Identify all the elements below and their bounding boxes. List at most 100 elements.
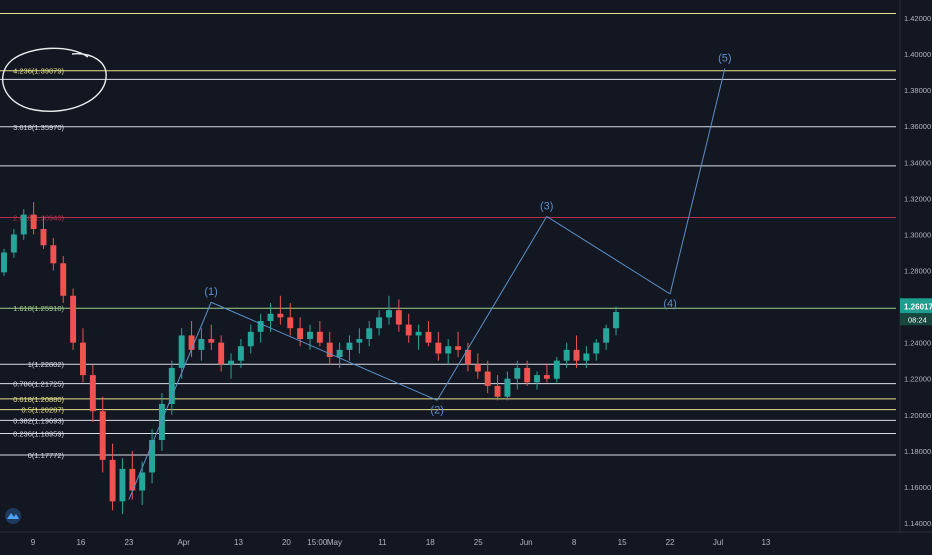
wave-segment: [436, 216, 548, 401]
candle-body: [99, 411, 106, 460]
fib-level-label: 3.618(1.35970): [13, 123, 64, 132]
candle-body: [50, 245, 57, 264]
candle-body: [228, 360, 234, 365]
candle-body: [168, 367, 175, 404]
candle-body: [514, 367, 521, 379]
candle-body: [583, 353, 590, 361]
candle-body: [573, 349, 580, 361]
candle-body: [60, 263, 67, 296]
fib-level-labels: 4.236(1.39079) 3.618(1.35970) 2.618(1.3094…: [13, 67, 64, 460]
candle-body: [366, 328, 373, 340]
candle-body: [208, 339, 215, 343]
candle-body: [247, 331, 254, 347]
candle-body: [30, 214, 37, 230]
candle-body: [158, 403, 165, 441]
candle-body: [464, 349, 471, 365]
candle-body: [80, 342, 86, 376]
candle-body: [356, 339, 363, 343]
time-tick-label: 8: [572, 538, 577, 547]
candle-body: [178, 335, 185, 368]
countdown-tag: [900, 313, 932, 326]
candle-body: [346, 342, 353, 350]
price-tick-label: 1.36000: [904, 122, 931, 131]
candle-body: [139, 472, 146, 491]
time-tick-label: 13: [234, 538, 243, 547]
wave-label: (2): [430, 404, 443, 416]
time-tick-label: 23: [124, 538, 133, 547]
price-tick-label: 1.28000: [904, 267, 931, 276]
candle-body: [89, 375, 96, 412]
candle-body: [188, 335, 195, 350]
candle-body: [307, 331, 313, 340]
time-tick-label: 11: [378, 538, 387, 547]
candle-body: [543, 375, 550, 379]
fib-level-label: 0(1.17772): [28, 451, 65, 460]
candle-body: [455, 346, 462, 350]
fib-level-label: 0.786(1.21725): [13, 380, 64, 389]
wave-segment: [128, 302, 212, 500]
candles: [1, 201, 619, 514]
price-tick-label: 1.34000: [904, 158, 931, 167]
hand-drawn-circle: [2, 47, 107, 112]
price-tick-label: 1.42000: [904, 14, 931, 23]
candle-body: [386, 310, 392, 318]
candle-body: [129, 468, 136, 491]
candle-body: [287, 317, 294, 329]
countdown-label: 08:24: [908, 315, 927, 324]
time-tick-label: 16: [76, 538, 85, 547]
wave-segment: [210, 301, 438, 401]
price-tick-label: 1.24000: [904, 339, 931, 348]
time-tick-label: 13: [761, 538, 770, 547]
candle-body: [553, 360, 560, 379]
candle-body: [237, 346, 244, 361]
fib-level-label: 0.382(1.19693): [13, 416, 64, 425]
candle-body: [20, 214, 27, 235]
candle-body: [474, 364, 481, 372]
annotations: [2, 47, 107, 524]
wave-label: (5): [718, 53, 731, 65]
candle-body: [445, 346, 452, 354]
fib-level-label: 2.618(1.30940): [13, 213, 64, 222]
candle-body: [603, 328, 610, 343]
time-tick-label: Apr: [177, 538, 190, 547]
candle-body: [336, 349, 343, 358]
candle-body: [435, 342, 442, 354]
candle-body: [267, 313, 274, 322]
time-tick-label: Jul: [713, 538, 723, 547]
candle-body: [1, 252, 7, 273]
wave-segment: [669, 68, 726, 295]
fib-level-label: 0.236(1.18959): [13, 430, 64, 439]
time-tick-label: 15: [618, 538, 627, 547]
wave-label: (4): [663, 298, 676, 310]
candle-body: [395, 310, 402, 325]
candle-body: [119, 468, 126, 502]
price-tick-label: 1.20000: [904, 411, 931, 420]
candle-body: [484, 371, 491, 386]
wave-label: (1): [204, 286, 217, 298]
candle-body: [494, 385, 501, 397]
time-axis: 9 16 23 Apr 13 20 15:00 May 11 18 25 Jun 8 15 22 Jul 13: [0, 531, 932, 547]
candle-body: [218, 342, 225, 365]
time-tick-label: 15:00: [307, 538, 328, 547]
candle-body: [425, 331, 432, 343]
last-price-label: 1.26017: [904, 302, 932, 311]
wave-label: (3): [540, 200, 553, 212]
time-tick-label: May: [327, 538, 342, 547]
candle-body: [109, 459, 116, 502]
price-tick-label: 1.14000: [904, 519, 931, 528]
candle-body: [563, 349, 570, 361]
logo-mark-icon: [7, 513, 19, 519]
candle-body: [326, 342, 333, 358]
time-tick-label: 9: [31, 538, 36, 547]
candle-body: [376, 317, 383, 329]
candle-body: [297, 328, 304, 340]
candle-body: [415, 331, 422, 336]
candle-body: [277, 313, 284, 318]
candle-body: [316, 331, 323, 343]
candle-body: [534, 375, 540, 383]
candle-body: [257, 321, 264, 332]
candle-body: [70, 295, 77, 343]
price-tick-label: 1.38000: [904, 86, 931, 95]
